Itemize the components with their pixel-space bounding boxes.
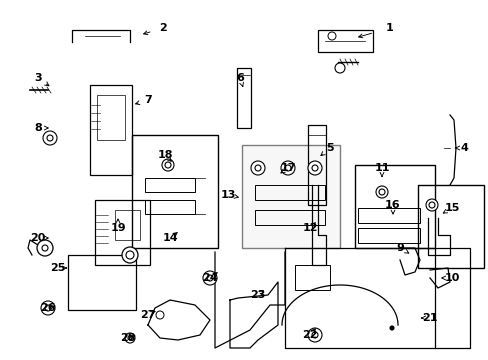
Bar xyxy=(115,210,140,240)
Text: 10: 10 xyxy=(444,273,459,283)
Bar xyxy=(294,265,329,290)
Circle shape xyxy=(125,333,135,343)
Text: 9: 9 xyxy=(395,243,403,253)
Circle shape xyxy=(311,165,317,171)
Bar xyxy=(90,85,132,175)
Text: 21: 21 xyxy=(421,313,437,323)
Circle shape xyxy=(378,189,384,195)
Text: 23: 23 xyxy=(250,290,265,300)
Circle shape xyxy=(47,135,53,141)
Bar xyxy=(95,200,150,265)
Circle shape xyxy=(281,161,294,175)
Circle shape xyxy=(37,240,53,256)
Circle shape xyxy=(428,202,434,208)
Text: 5: 5 xyxy=(325,143,333,153)
Circle shape xyxy=(42,245,48,251)
Text: 26: 26 xyxy=(40,303,56,313)
Circle shape xyxy=(389,326,393,330)
Text: 4: 4 xyxy=(459,143,467,153)
Circle shape xyxy=(41,301,55,315)
Bar xyxy=(237,68,250,128)
Circle shape xyxy=(164,162,171,168)
Text: 8: 8 xyxy=(34,123,42,133)
Circle shape xyxy=(126,251,134,259)
Circle shape xyxy=(327,32,335,40)
Circle shape xyxy=(334,63,345,73)
Bar xyxy=(317,30,372,52)
Text: 14: 14 xyxy=(162,233,178,243)
Circle shape xyxy=(122,247,138,263)
Bar xyxy=(254,210,325,225)
Text: 6: 6 xyxy=(236,73,244,83)
Text: 25: 25 xyxy=(50,263,65,273)
Circle shape xyxy=(203,271,217,285)
Bar xyxy=(97,95,125,140)
Circle shape xyxy=(307,328,321,342)
Text: 15: 15 xyxy=(444,203,459,213)
Text: 18: 18 xyxy=(157,150,172,160)
Bar xyxy=(242,145,339,248)
Circle shape xyxy=(375,186,387,198)
Bar xyxy=(357,208,419,223)
Bar xyxy=(68,255,136,310)
Text: 2: 2 xyxy=(159,23,166,33)
Text: 27: 27 xyxy=(140,310,156,320)
Text: 24: 24 xyxy=(202,273,217,283)
Circle shape xyxy=(206,275,213,281)
Text: 7: 7 xyxy=(144,95,152,105)
Circle shape xyxy=(43,131,57,145)
Text: 16: 16 xyxy=(385,200,400,210)
Circle shape xyxy=(250,161,264,175)
Circle shape xyxy=(311,332,317,338)
Bar xyxy=(307,125,325,205)
Circle shape xyxy=(254,165,261,171)
Text: 28: 28 xyxy=(120,333,136,343)
Bar xyxy=(132,135,218,248)
Circle shape xyxy=(45,305,51,311)
Text: 1: 1 xyxy=(386,23,393,33)
Circle shape xyxy=(425,199,437,211)
Bar xyxy=(145,200,195,214)
Circle shape xyxy=(128,336,132,340)
Text: 11: 11 xyxy=(373,163,389,173)
Circle shape xyxy=(162,159,174,171)
Circle shape xyxy=(285,165,290,171)
Text: 20: 20 xyxy=(30,233,45,243)
Text: 17: 17 xyxy=(280,163,295,173)
Text: 12: 12 xyxy=(302,223,317,233)
Text: 13: 13 xyxy=(220,190,235,200)
Text: 22: 22 xyxy=(302,330,317,340)
Circle shape xyxy=(307,161,321,175)
Bar xyxy=(145,178,195,192)
Bar xyxy=(357,228,419,243)
Bar xyxy=(354,165,434,248)
Bar xyxy=(254,185,325,200)
Text: 3: 3 xyxy=(34,73,42,83)
Text: 19: 19 xyxy=(110,223,125,233)
Circle shape xyxy=(156,311,163,319)
Bar xyxy=(417,185,483,268)
